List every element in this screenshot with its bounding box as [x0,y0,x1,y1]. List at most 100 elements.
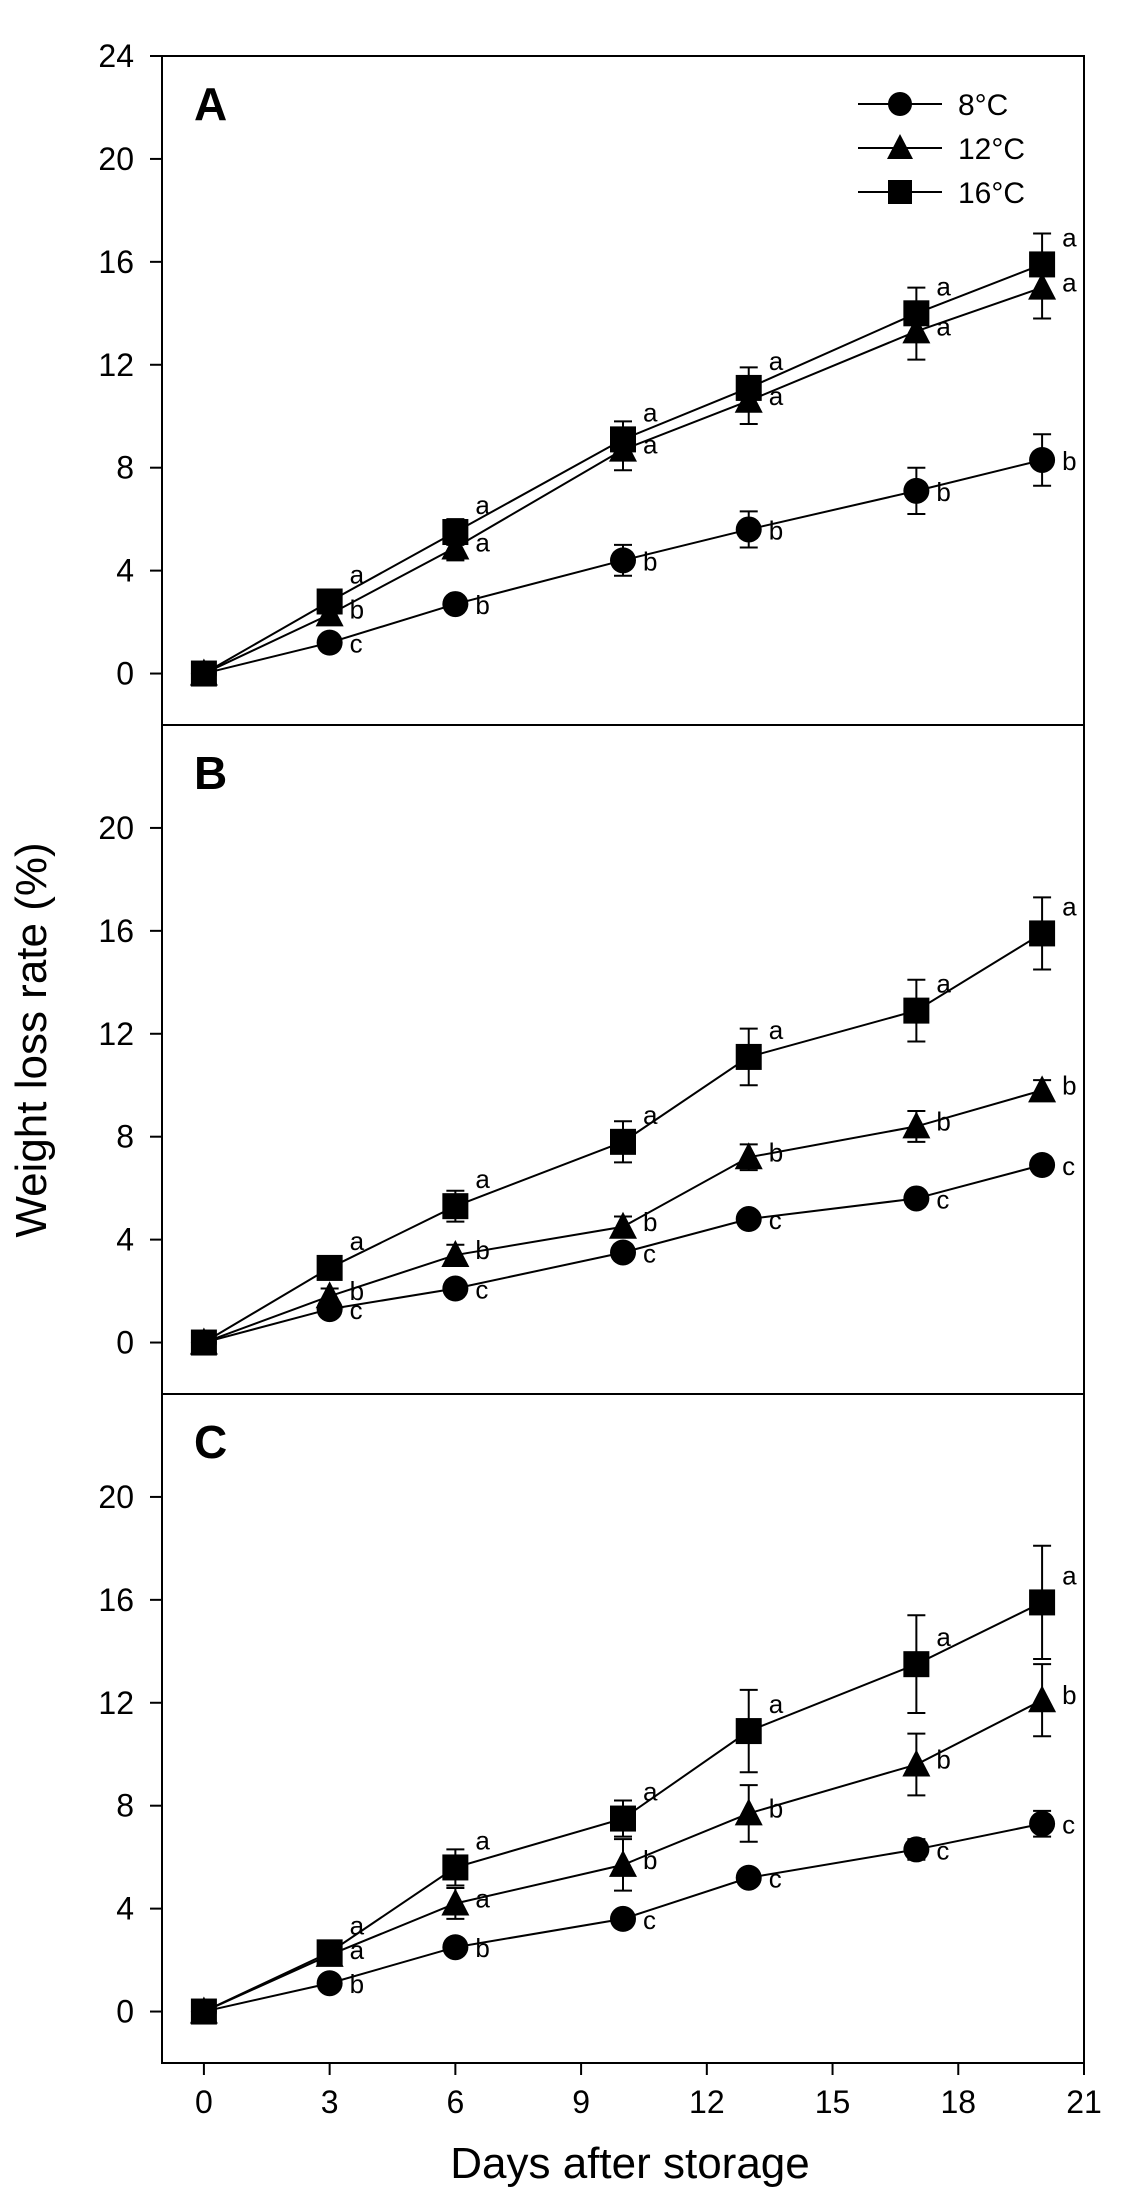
significance-letter: b [769,1793,783,1823]
data-point [442,519,469,546]
significance-letter: a [936,311,951,341]
data-point [903,300,930,327]
y-tick-label: 16 [98,913,134,949]
panels: 04812162024Acbbbbbbaaaaaaaaaaa048121620B… [98,38,1101,2120]
panel-frame [161,1393,1085,2064]
significance-letter: c [769,1205,782,1235]
significance-letter: a [643,1100,658,1130]
y-tick-label: 20 [98,1479,134,1515]
significance-letter: a [1062,1560,1077,1590]
data-point [1029,1810,1056,1837]
significance-letter: c [936,1835,949,1865]
data-point [902,1111,931,1139]
y-tick-label: 4 [116,1222,134,1258]
data-point [1029,1151,1056,1178]
data-point [442,1934,469,1961]
significance-letter: b [350,594,364,624]
significance-letter: b [1062,446,1076,476]
significance-letter: c [643,1905,656,1935]
significance-letter: b [1062,1070,1076,1100]
y-axis-label: Weight loss rate (%) [7,842,56,1237]
significance-letter: a [643,430,658,460]
legend-marker [888,92,912,116]
significance-letter: b [643,546,657,576]
significance-letter: b [475,1933,489,1963]
legend-label: 12°C [958,133,1025,166]
data-point [1029,920,1056,947]
data-point [441,532,470,560]
y-tick-label: 8 [116,1119,134,1155]
data-point [316,1254,343,1281]
significance-letter: a [643,397,658,427]
x-tick-label: 0 [195,2084,213,2120]
significance-letter: b [936,1106,950,1136]
data-point [609,1849,637,1877]
significance-letter: b [350,1969,364,1999]
significance-letter: a [475,1825,490,1855]
significance-letter: b [936,477,950,507]
y-tick-label: 24 [98,38,134,74]
data-point [190,1329,217,1356]
y-tick-label: 20 [98,810,134,846]
significance-letter: a [643,1777,658,1807]
data-point [190,660,217,687]
significance-letter: a [475,1164,490,1194]
data-point [735,516,762,543]
panel-frame [161,55,1085,726]
significance-letter: a [769,1689,784,1719]
data-point [735,1864,762,1891]
x-axis-label: Days after storage [450,2139,810,2188]
significance-letter: a [769,381,784,411]
data-point [442,1275,469,1302]
significance-letter: a [769,1015,784,1045]
y-tick-label: 0 [116,1325,134,1361]
x-tick-label: 12 [689,2084,725,2120]
y-tick-label: 0 [116,656,134,692]
data-point [735,1206,762,1233]
y-tick-label: 0 [116,1994,134,2030]
data-point [1029,446,1056,473]
y-tick-label: 16 [98,244,134,280]
significance-letter: a [936,271,951,301]
y-tick-label: 16 [98,1582,134,1618]
panel-letter: A [194,78,227,130]
significance-letter: c [769,1864,782,1894]
data-point [610,1128,636,1155]
legend-label: 16°C [958,177,1025,210]
significance-letter: c [1062,1151,1075,1181]
x-tick-label: 9 [572,2084,590,2120]
y-tick-label: 12 [98,347,134,383]
significance-letter: a [936,1622,951,1652]
significance-letter: a [350,1910,365,1940]
significance-letter: b [769,515,783,545]
x-tick-label: 21 [1066,2084,1102,2120]
panel-letter: B [194,747,227,799]
significance-letter: a [350,1935,365,1965]
significance-letter: c [936,1184,949,1214]
x-tick-label: 6 [446,2084,464,2120]
data-point [1028,1075,1057,1103]
significance-letter: a [936,969,951,999]
significance-letter: a [475,527,490,557]
legend-marker [887,134,913,159]
data-point [903,1185,930,1212]
significance-letter: a [1062,268,1077,298]
panel-letter: C [194,1416,227,1468]
data-point [316,1970,343,1997]
significance-letter: b [936,1745,950,1775]
data-point [316,588,343,615]
y-tick-label: 8 [116,1788,134,1824]
significance-letter: a [475,1883,490,1913]
significance-letter: b [643,1207,657,1237]
data-point [903,1836,930,1863]
significance-letter: b [1062,1680,1076,1710]
data-point [903,997,930,1024]
significance-letter: a [350,559,365,589]
data-point [610,1805,636,1832]
data-point [902,1749,931,1777]
data-point [735,374,762,401]
legend-marker [888,180,912,204]
